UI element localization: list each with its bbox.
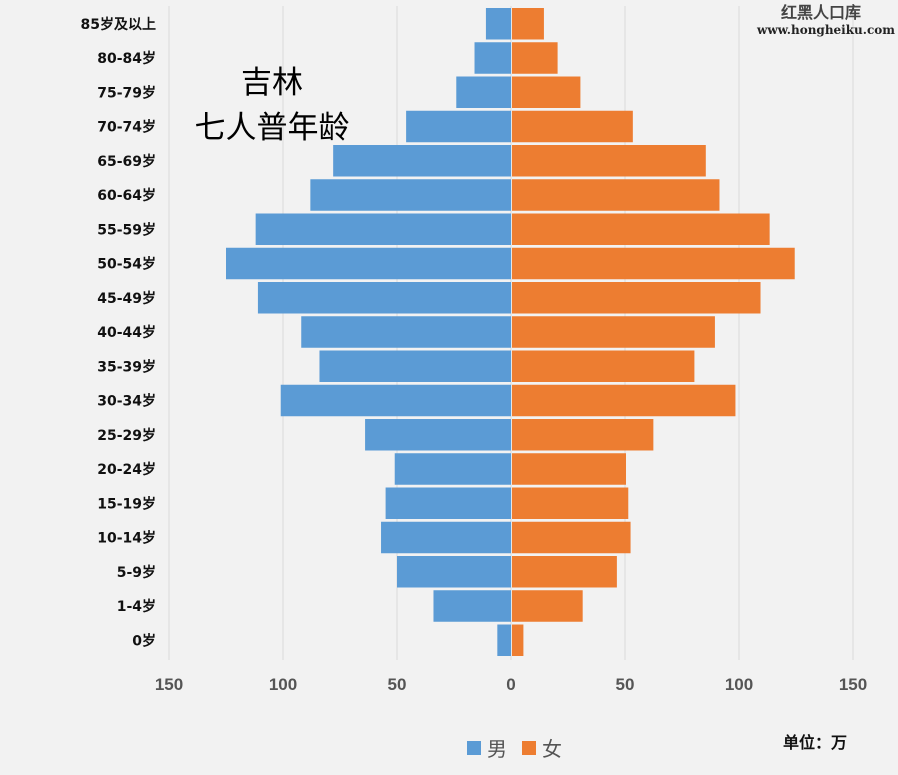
x-tick-label: 0: [506, 675, 515, 694]
x-tick-label: 100: [269, 675, 297, 694]
chart-title-line-1: 吉林: [241, 65, 303, 101]
bar-female: [512, 316, 715, 348]
category-label: 80-84岁: [97, 50, 156, 67]
x-tick-labels: 150 100 50 0 50 100 150: [155, 675, 867, 694]
category-label: 10-14岁: [97, 530, 156, 547]
bar-female: [512, 453, 626, 485]
bar-male: [333, 145, 511, 177]
category-label: 85岁及以上: [81, 16, 156, 33]
bar-female: [512, 556, 617, 588]
category-label: 40-44岁: [97, 324, 156, 341]
bar-female: [512, 487, 629, 519]
bar-male: [497, 624, 511, 656]
bar-female: [512, 521, 631, 554]
x-tick-label: 50: [388, 675, 407, 694]
bar-male: [280, 384, 511, 417]
bars: [226, 8, 795, 656]
bar-male: [433, 590, 511, 622]
bar-female: [512, 247, 795, 280]
unit-label: 单位：万: [783, 733, 847, 752]
category-label: 75-79岁: [97, 84, 156, 101]
bar-male: [485, 8, 511, 40]
bar-male: [365, 419, 511, 451]
bar-male: [406, 110, 511, 143]
bar-female: [512, 145, 706, 177]
category-label: 65-69岁: [97, 153, 156, 170]
bar-male: [226, 247, 511, 280]
bar-female: [512, 590, 583, 622]
bar-male: [456, 76, 511, 108]
category-label: 50-54岁: [97, 256, 156, 273]
bar-male: [319, 350, 511, 382]
legend: 男 女: [467, 737, 562, 761]
category-label: 25-29岁: [97, 427, 156, 444]
legend-swatch-female: [522, 741, 536, 755]
bar-female: [512, 419, 654, 451]
category-label: 45-49岁: [97, 290, 156, 307]
x-tick-label: 150: [839, 675, 867, 694]
legend-label-female: 女: [542, 737, 562, 761]
category-label: 1-4岁: [117, 598, 156, 615]
category-label: 20-24岁: [97, 461, 156, 478]
bar-male: [394, 453, 511, 485]
chart-title-line-2: 七人普年龄: [195, 110, 350, 146]
legend-label-male: 男: [487, 737, 507, 761]
x-tick-label: 50: [616, 675, 635, 694]
bar-female: [512, 8, 544, 40]
bar-female: [512, 282, 761, 314]
category-label: 60-64岁: [97, 187, 156, 204]
bar-female: [512, 76, 581, 108]
bar-male: [397, 556, 511, 588]
category-labels: 0岁 1-4岁 5-9岁 10-14岁 15-19岁 20-24岁 25-29岁 30-34岁…: [81, 16, 156, 650]
bar-female: [512, 384, 736, 417]
bar-female: [512, 350, 695, 382]
bar-female: [512, 213, 770, 245]
bar-male: [381, 521, 511, 554]
category-label: 55-59岁: [97, 221, 156, 238]
watermark-url: www.hongheiku.com: [756, 23, 895, 37]
category-label: 0岁: [132, 632, 156, 649]
x-tick-label: 150: [155, 675, 183, 694]
bar-female: [512, 179, 720, 211]
bar-male: [257, 282, 511, 314]
x-tick-label: 100: [725, 675, 753, 694]
watermark-name: 红黑人口库: [781, 3, 861, 22]
category-label: 15-19岁: [97, 495, 156, 512]
bar-male: [474, 42, 511, 74]
bar-female: [512, 42, 558, 74]
category-label: 5-9岁: [117, 564, 156, 581]
category-label: 70-74岁: [97, 119, 156, 136]
bar-male: [385, 487, 511, 519]
bar-male: [255, 213, 511, 245]
category-label: 35-39岁: [97, 358, 156, 375]
category-label: 30-34岁: [97, 393, 156, 410]
bar-female: [512, 624, 524, 656]
legend-swatch-male: [467, 741, 481, 755]
bar-male: [310, 179, 511, 211]
bar-female: [512, 110, 633, 143]
bar-male: [301, 316, 511, 348]
